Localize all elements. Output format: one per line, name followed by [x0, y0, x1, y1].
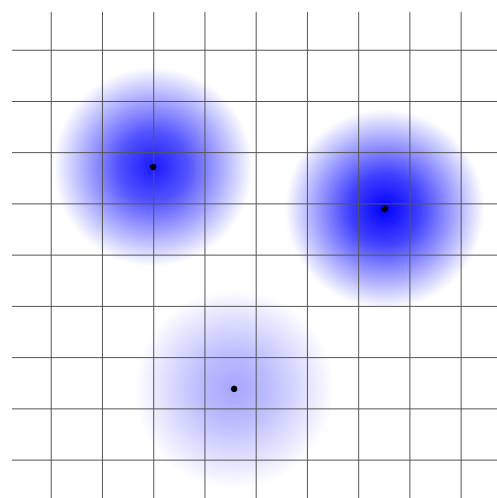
point: [230, 385, 238, 393]
point: [149, 163, 157, 171]
grid-layer: [12, 12, 497, 498]
point-layer: [149, 163, 388, 393]
blob-layer: [53, 67, 485, 489]
point: [381, 205, 388, 213]
